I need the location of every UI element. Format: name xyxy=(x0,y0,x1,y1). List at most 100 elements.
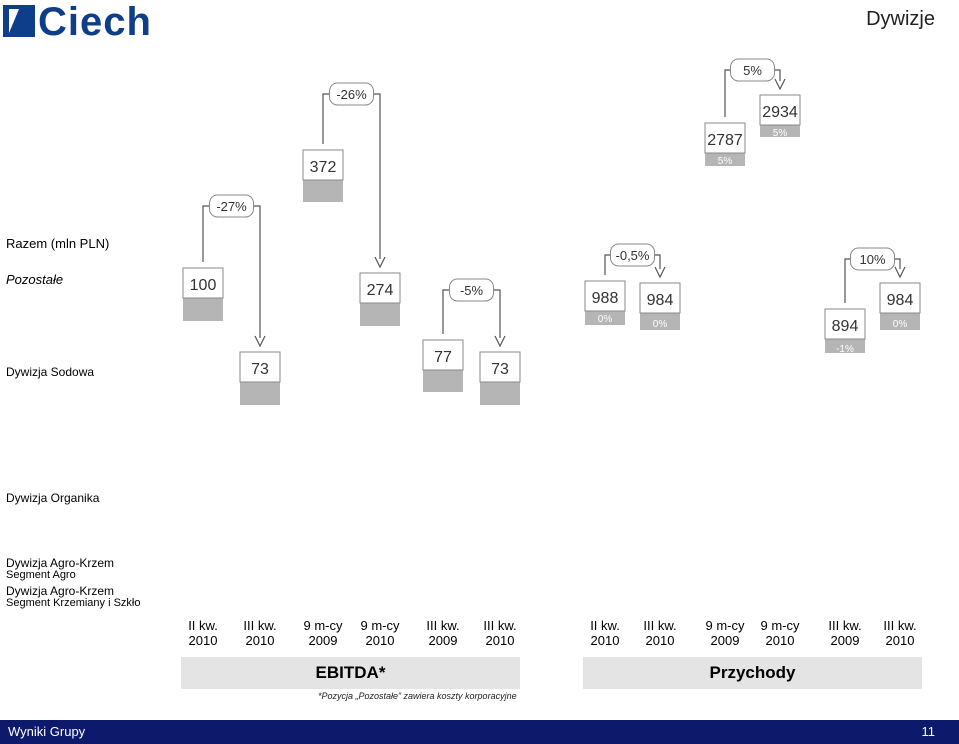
data-label-organika: 1% xyxy=(253,542,268,553)
category-label: III kw. xyxy=(643,618,676,633)
total-label: 894 xyxy=(832,318,859,335)
category-label: II kw. xyxy=(590,618,620,633)
total-label: 2787 xyxy=(707,132,743,149)
footer-bar xyxy=(0,720,959,744)
data-label-krzem: 8% xyxy=(773,586,788,597)
category-label: 2010 xyxy=(366,633,395,648)
category-label: 2009 xyxy=(309,633,338,648)
category-label: 9 m-cy xyxy=(304,618,344,633)
change-badge xyxy=(850,247,895,271)
data-label-organika: 38% xyxy=(890,486,910,497)
data-label-krzem: 7% xyxy=(316,593,331,604)
data-label-organika: 29% xyxy=(370,507,390,518)
bar-seg-other xyxy=(183,298,223,321)
data-label-other: 5% xyxy=(718,156,733,167)
data-label-krzem: 10% xyxy=(193,593,213,604)
row-label-other: Pozostałe xyxy=(6,272,64,287)
change-label: 10% xyxy=(859,252,885,267)
data-label-agro: 12% xyxy=(370,564,390,575)
category-label: III kw. xyxy=(828,618,861,633)
total-box xyxy=(584,280,626,312)
total-box xyxy=(639,282,681,314)
section-label-ebitda: EBITDA* xyxy=(181,657,520,689)
bar-seg-other xyxy=(303,180,343,202)
row-label-total: Razem (mln PLN) xyxy=(6,236,110,251)
bar-seg-other xyxy=(480,382,520,405)
bar-seg-other xyxy=(585,311,625,325)
change-label: -26% xyxy=(336,87,367,102)
change-label: -0,5% xyxy=(616,248,650,263)
section-label-revenue: Przychody xyxy=(583,657,922,689)
data-label-soda: 82% xyxy=(490,461,510,472)
footer-page-number: 11 xyxy=(921,724,936,739)
change-badge xyxy=(449,278,494,302)
total-label: 73 xyxy=(251,361,269,378)
category-label: 2009 xyxy=(711,633,740,648)
total-label: 100 xyxy=(190,277,217,294)
change-arrow xyxy=(254,335,266,348)
change-arrow xyxy=(774,78,786,91)
data-label-agro: 19% xyxy=(835,563,855,574)
data-label-agro: -4% xyxy=(314,571,332,582)
category-label: 2009 xyxy=(831,633,860,648)
data-label-krzem: 5% xyxy=(653,596,668,607)
data-label-agro: 16% xyxy=(490,565,510,576)
footer-section-title: Wyniki Grupy xyxy=(8,724,86,739)
change-arrow xyxy=(494,335,506,348)
data-label-agro: -5% xyxy=(434,585,452,596)
data-label-organika: 1% xyxy=(493,542,508,553)
data-label-soda: 117% xyxy=(431,468,456,479)
category-label: 2010 xyxy=(591,633,620,648)
data-label-soda: 42% xyxy=(835,401,855,412)
total-label: 73 xyxy=(491,361,509,378)
data-label-other: 0% xyxy=(598,314,613,325)
total-box xyxy=(359,272,401,304)
data-label-organika: 34% xyxy=(193,504,213,515)
data-label-soda: 38% xyxy=(595,378,615,389)
bar-seg-other xyxy=(423,370,463,392)
data-label-soda: 38% xyxy=(890,380,910,391)
data-label-agro: 15% xyxy=(715,543,735,554)
footnote: *Pozycja „Pozostałe” zawiera koszty korp… xyxy=(318,691,517,701)
category-label: 2010 xyxy=(189,633,218,648)
data-label-soda: 38% xyxy=(770,219,790,230)
total-box xyxy=(824,308,866,340)
total-box xyxy=(704,122,746,154)
data-label-soda: 38% xyxy=(650,380,670,391)
row-label-agro-1: Dywizja Agro-Krzem xyxy=(6,556,115,570)
data-label-agro: 10% xyxy=(193,566,213,577)
data-label-other: -1% xyxy=(836,344,854,355)
change-label: 5% xyxy=(743,63,762,78)
data-label-krzem: 7% xyxy=(838,596,853,607)
change-badge xyxy=(329,82,374,106)
total-label: 274 xyxy=(367,282,394,299)
row-label-krzem-2: Segment Krzemiany i Szkło xyxy=(6,597,141,609)
data-label-soda: 82% xyxy=(250,461,270,472)
data-label-organika: 34% xyxy=(715,430,735,441)
data-label-krzem: 12% xyxy=(250,593,270,604)
total-label: 77 xyxy=(434,349,452,366)
data-label-other: 0% xyxy=(653,319,668,330)
data-label-organika: 38% xyxy=(650,486,670,497)
category-label: 9 m-cy xyxy=(761,618,801,633)
category-label: 2010 xyxy=(766,633,795,648)
data-label-krzem: 10% xyxy=(433,597,453,608)
data-label-soda: 89% xyxy=(313,340,333,351)
change-arrow xyxy=(654,266,666,279)
category-label: 9 m-cy xyxy=(361,618,401,633)
change-badge xyxy=(730,58,775,82)
bar-seg-other xyxy=(705,153,745,166)
category-label: III kw. xyxy=(426,618,459,633)
row-label-organika: Dywizja Organika xyxy=(6,491,100,505)
category-label: III kw. xyxy=(483,618,516,633)
total-label: 984 xyxy=(887,292,914,309)
bar-seg-other xyxy=(880,313,920,330)
data-label-krzem: 12% xyxy=(490,593,510,604)
change-label: -27% xyxy=(216,199,247,214)
ciech-logo-icon xyxy=(3,5,35,37)
logo-wordmark: Ciech xyxy=(38,0,152,44)
data-label-krzem: 5% xyxy=(893,596,908,607)
data-label-agro: 17% xyxy=(890,563,910,574)
data-label-agro: 14% xyxy=(770,535,790,546)
category-label: III kw. xyxy=(883,618,916,633)
